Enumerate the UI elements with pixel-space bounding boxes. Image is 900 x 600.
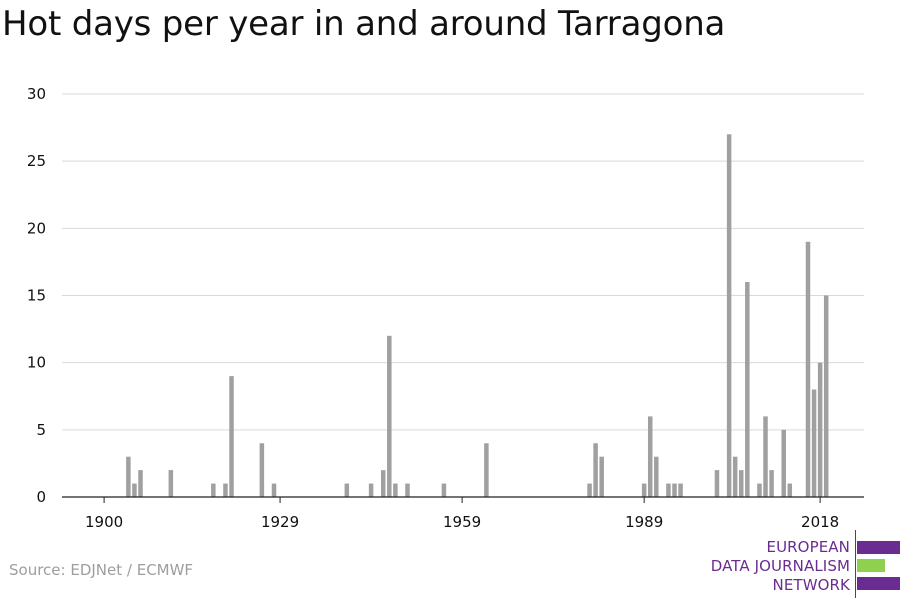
- bar: [405, 483, 410, 497]
- bar: [211, 483, 216, 497]
- bar: [763, 416, 768, 497]
- bar: [781, 429, 786, 497]
- logo-bar-green: [857, 559, 885, 572]
- x-tick-label: 1989: [625, 513, 663, 531]
- bar: [714, 470, 720, 497]
- bar: [654, 456, 659, 497]
- bar: [271, 483, 277, 497]
- bar: [647, 416, 653, 497]
- bar: [132, 483, 137, 497]
- x-tick-label: 2018: [801, 513, 839, 531]
- bar: [126, 456, 131, 497]
- y-tick-label: 15: [27, 287, 46, 305]
- bar: [726, 134, 732, 498]
- bar: [672, 483, 677, 497]
- bar: [811, 389, 817, 497]
- bar: [593, 443, 598, 497]
- bar: [732, 456, 738, 497]
- logo-bar-purple-bottom: [857, 577, 900, 590]
- bar: [138, 470, 143, 497]
- y-tick-label: 25: [27, 152, 46, 170]
- edjnet-logo: EUROPEAN DATA JOURNALISM NETWORK: [700, 530, 900, 600]
- x-tick-label: 1900: [85, 513, 123, 531]
- bar: [787, 483, 793, 497]
- y-tick-label: 0: [36, 488, 46, 506]
- bar: [387, 335, 392, 497]
- logo-text-network: NETWORK: [772, 576, 850, 594]
- logo-divider: [855, 530, 856, 598]
- y-tick-label: 10: [27, 354, 46, 372]
- bar: [641, 483, 647, 497]
- bar: [587, 483, 592, 497]
- bar: [599, 456, 604, 497]
- bar: [805, 241, 811, 497]
- bar: [823, 295, 829, 497]
- bar: [168, 470, 174, 497]
- bar: [817, 362, 823, 497]
- y-tick-label: 30: [27, 85, 46, 103]
- x-axis-ticks: 1900 1929 1959 1989 2018: [85, 497, 839, 531]
- bar: [484, 443, 489, 497]
- bar: [393, 483, 398, 497]
- logo-text-european: EUROPEAN: [766, 538, 850, 556]
- bar: [229, 376, 234, 497]
- y-axis-ticks: 0 5 10 15 20 25 30: [27, 85, 46, 506]
- bar: [757, 483, 762, 497]
- x-tick-label: 1929: [261, 513, 299, 531]
- bar: [441, 483, 447, 497]
- gridlines: [62, 93, 864, 431]
- bar: [739, 470, 744, 497]
- chart-title: Hot days per year in and around Tarragon…: [2, 4, 726, 44]
- x-tick-label: 1959: [443, 513, 481, 531]
- bar: [666, 483, 671, 497]
- source-note: Source: EDJNet / ECMWF: [9, 561, 194, 579]
- bar: [769, 470, 774, 497]
- bar: [368, 483, 374, 497]
- bar: [380, 470, 386, 497]
- bar: [745, 282, 750, 497]
- bar: [223, 483, 228, 497]
- bars: [126, 134, 829, 498]
- bar: [259, 443, 265, 497]
- bar: [344, 483, 350, 497]
- y-tick-label: 5: [36, 421, 46, 439]
- y-tick-label: 20: [27, 219, 46, 237]
- logo-bar-purple-top: [857, 541, 900, 554]
- bar: [678, 483, 683, 497]
- logo-text-data-journalism: DATA JOURNALISM: [710, 557, 850, 575]
- bar-chart: 0 5 10 15 20 25 30 1900 1929 1959 1989 2018: [27, 85, 864, 531]
